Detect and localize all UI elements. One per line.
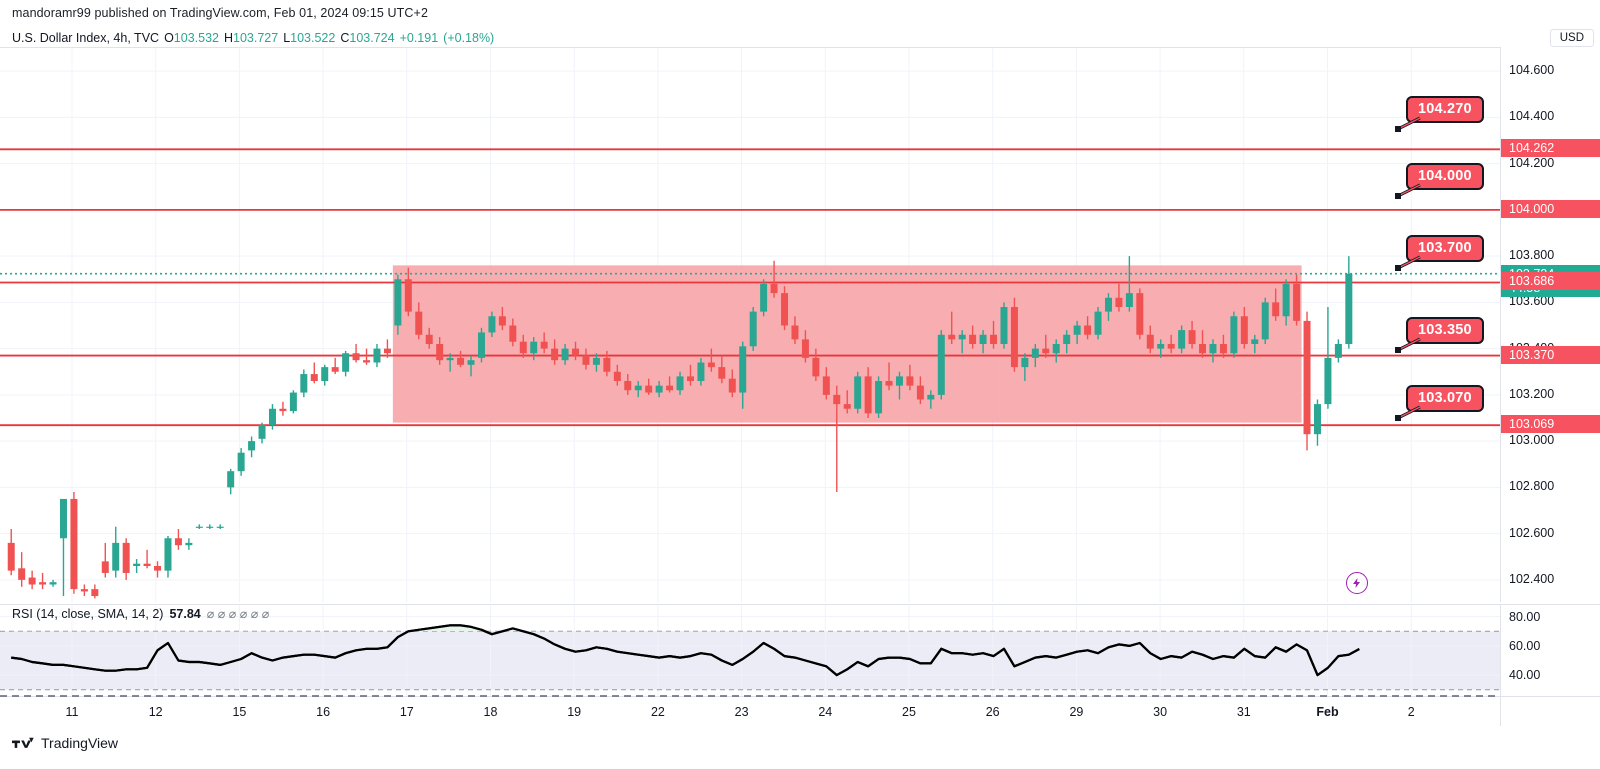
price-tick: 103.600 [1509,294,1555,309]
level-price-pill[interactable]: 103.686 [1501,272,1600,291]
open-value: 103.532 [173,31,219,45]
high-label: H [223,31,234,45]
tradingview-brand: TradingView [12,735,118,751]
ohlc-close: C 103.724 [340,31,394,45]
callout-pointer [1395,183,1421,199]
price-level-callout[interactable]: 103.070 [1406,385,1484,412]
rsi-chart-svg [0,605,1500,696]
level-price-pill[interactable]: 103.370 [1501,345,1600,364]
high-value: 103.727 [233,31,279,45]
time-tick: 30 [1153,705,1168,719]
time-tick: 12 [148,705,163,719]
time-tick: 19 [567,705,582,719]
time-axis-right-corner [1500,696,1600,726]
pill-value: 104.000 [1509,201,1555,216]
symbol-legend: U.S. Dollar Index, 4h, TVC O 103.532 H 103… [12,31,494,45]
change-absolute: +0.191 [399,31,439,45]
time-tick: 2 [1407,705,1415,719]
price-tick: 103.200 [1509,386,1555,401]
lightning-icon[interactable] [1346,572,1368,594]
callout-pointer [1395,255,1421,271]
low-value: 103.522 [290,31,336,45]
price-tick: 104.400 [1509,109,1555,124]
tradingview-logo-icon [12,737,34,748]
level-price-pill[interactable]: 103.069 [1501,415,1600,434]
price-scale[interactable]: USD 104.600 104.400 104.200 103.800 103.600 1… [1500,29,1600,602]
time-tick: 29 [1069,705,1084,719]
symbol-title[interactable]: U.S. Dollar Index, 4h, TVC [12,31,160,45]
callout-pointer [1395,405,1421,421]
time-tick: 23 [734,705,749,719]
time-tick: 16 [316,705,331,719]
time-tick: 17 [399,705,414,719]
ohlc-low: L 103.522 [283,31,335,45]
attribution-text: mandoramr99 published on TradingView.com… [12,5,428,20]
time-tick: 24 [818,705,833,719]
price-tick: 104.200 [1509,155,1555,170]
currency-badge[interactable]: USD [1549,29,1594,47]
rsi-tick: 60.00 [1509,638,1541,653]
pill-value: 103.370 [1509,347,1555,362]
pill-value: 103.069 [1509,417,1555,432]
ohlc-open: O 103.532 [164,31,219,45]
rsi-pane[interactable] [0,604,1500,696]
price-tick: 104.600 [1509,63,1555,78]
price-tick: 103.000 [1509,433,1555,448]
time-tick: 22 [650,705,665,719]
rsi-tick: 80.00 [1509,609,1541,624]
price-tick: 102.600 [1509,525,1555,540]
time-tick: Feb [1316,705,1339,719]
attribution-bar: mandoramr99 published on TradingView.com… [0,0,1600,25]
time-tick: 15 [232,705,247,719]
ohlc-high: H 103.727 [224,31,278,45]
time-tick: 26 [985,705,1000,719]
time-tick: 18 [483,705,498,719]
rsi-tick: 40.00 [1509,668,1541,683]
change-percent: (+0.18%) [443,31,495,45]
pill-value: 104.262 [1509,141,1555,156]
price-pane[interactable] [0,47,1500,602]
time-axis[interactable]: 11 12 15 16 17 18 19 22 23 24 25 26 29 30 31 Feb 2 [0,696,1500,726]
price-chart-svg [0,48,1500,602]
time-tick: 11 [65,705,79,719]
rsi-empty-values: ⌀ ⌀ ⌀ ⌀ ⌀ ⌀ [206,607,270,621]
close-label: C [340,31,350,45]
price-tick: 102.800 [1509,479,1555,494]
brand-name: TradingView [41,735,119,751]
callout-pointer [1395,116,1421,132]
time-tick: 25 [902,705,916,719]
rsi-title[interactable]: RSI (14, close, SMA, 14, 2) [12,606,164,621]
rsi-value: 57.84 [169,606,201,621]
rsi-scale[interactable]: 80.00 60.00 40.00 [1500,604,1600,696]
price-level-callout[interactable]: 103.350 [1406,317,1484,344]
close-value: 103.724 [349,31,395,45]
rsi-legend: RSI (14, close, SMA, 14, 2) 57.84 ⌀ ⌀ ⌀ … [12,606,270,622]
low-label: L [283,31,291,45]
price-tick: 103.800 [1509,248,1555,263]
axis-separator [0,695,1500,697]
callout-pointer [1395,337,1421,353]
level-price-pill[interactable]: 104.000 [1501,199,1600,218]
open-label: O [164,31,174,45]
time-tick: 31 [1236,705,1251,719]
level-price-pill[interactable]: 104.262 [1501,139,1600,158]
price-tick: 102.400 [1509,571,1555,586]
pill-value: 103.686 [1509,274,1555,289]
